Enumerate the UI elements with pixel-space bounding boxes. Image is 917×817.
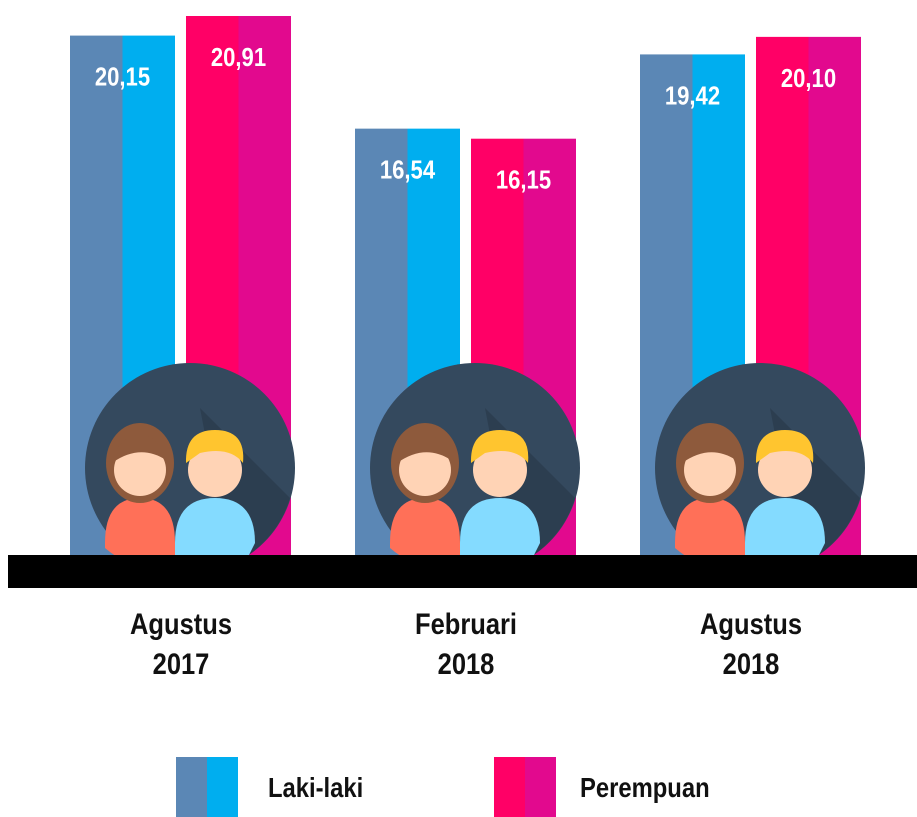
avatar-icon xyxy=(655,363,865,573)
chart: 20,15 20,91 16,54 16,15 19,42 20,10 Agustus 2… xyxy=(0,0,917,817)
value-label: 19,42 xyxy=(665,82,720,111)
x-tick-label: Februari 2018 xyxy=(402,605,530,685)
value-label: 20,15 xyxy=(95,63,150,92)
legend-swatch-right xyxy=(207,757,238,817)
legend-swatch-left xyxy=(176,757,207,817)
x-tick-label: Agustus 2018 xyxy=(687,605,815,685)
legend-swatch-left xyxy=(494,757,525,817)
legend-swatch-right xyxy=(525,757,556,817)
legend-label: Perempuan xyxy=(580,772,710,804)
value-label: 20,10 xyxy=(781,64,836,93)
avatar-icon xyxy=(85,363,295,573)
avatar-icon xyxy=(370,363,580,573)
legend-label: Laki-laki xyxy=(268,772,363,804)
x-tick-label: Agustus 2017 xyxy=(117,605,245,685)
value-label: 20,91 xyxy=(211,43,266,72)
chart-canvas: 20,15 20,91 16,54 16,15 19,42 20,10 xyxy=(0,0,917,817)
baseline xyxy=(8,555,917,588)
value-label: 16,15 xyxy=(496,166,551,195)
value-label: 16,54 xyxy=(380,156,436,185)
